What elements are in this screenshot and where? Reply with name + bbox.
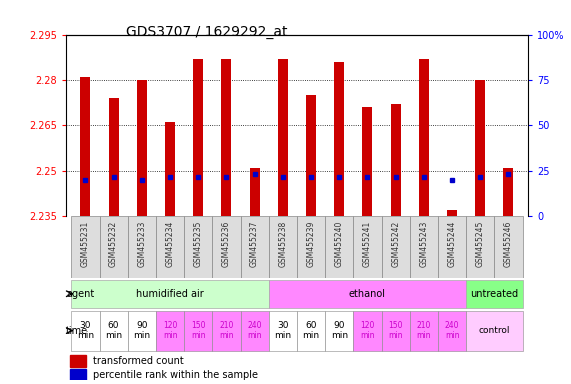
- Bar: [325, 216, 353, 278]
- Text: 30
min: 30 min: [274, 321, 291, 340]
- Text: GSM455243: GSM455243: [419, 221, 428, 267]
- Bar: [438, 311, 466, 351]
- Text: GSM455246: GSM455246: [504, 221, 513, 267]
- Text: 60
min: 60 min: [105, 321, 122, 340]
- Bar: [222, 59, 231, 216]
- Bar: [438, 216, 466, 278]
- Text: 90
min: 90 min: [331, 321, 348, 340]
- Bar: [212, 311, 240, 351]
- Bar: [137, 80, 147, 216]
- Bar: [71, 311, 99, 351]
- Text: GSM455237: GSM455237: [250, 221, 259, 267]
- Bar: [269, 216, 297, 278]
- Bar: [184, 216, 212, 278]
- Bar: [269, 280, 466, 308]
- Bar: [212, 216, 240, 278]
- Bar: [278, 59, 288, 216]
- Bar: [71, 280, 269, 308]
- Bar: [353, 311, 381, 351]
- Bar: [193, 59, 203, 216]
- Bar: [353, 216, 381, 278]
- Bar: [334, 62, 344, 216]
- Bar: [297, 216, 325, 278]
- Bar: [466, 280, 522, 308]
- Bar: [306, 95, 316, 216]
- Text: GSM455234: GSM455234: [166, 221, 175, 267]
- Text: untreated: untreated: [471, 289, 518, 299]
- Text: GSM455239: GSM455239: [307, 221, 316, 267]
- Bar: [128, 216, 156, 278]
- Bar: [184, 311, 212, 351]
- Bar: [447, 210, 457, 216]
- Bar: [381, 216, 410, 278]
- Text: 210
min: 210 min: [417, 321, 431, 340]
- Text: 120
min: 120 min: [360, 321, 375, 340]
- Bar: [99, 311, 128, 351]
- Bar: [504, 167, 513, 216]
- Bar: [71, 216, 99, 278]
- Text: GSM455245: GSM455245: [476, 221, 485, 267]
- Text: 60
min: 60 min: [303, 321, 320, 340]
- Bar: [381, 311, 410, 351]
- Text: GSM455236: GSM455236: [222, 221, 231, 267]
- Text: 120
min: 120 min: [163, 321, 177, 340]
- Text: humidified air: humidified air: [136, 289, 204, 299]
- Bar: [363, 107, 372, 216]
- Text: GSM455232: GSM455232: [109, 221, 118, 267]
- Bar: [70, 369, 86, 382]
- Bar: [250, 167, 260, 216]
- Text: ethanol: ethanol: [349, 289, 386, 299]
- Bar: [240, 216, 269, 278]
- Text: transformed count: transformed count: [94, 356, 184, 366]
- Text: GSM455242: GSM455242: [391, 221, 400, 267]
- Bar: [156, 216, 184, 278]
- Bar: [410, 216, 438, 278]
- Bar: [240, 311, 269, 351]
- Bar: [165, 122, 175, 216]
- Bar: [108, 98, 119, 216]
- Bar: [419, 59, 429, 216]
- Text: time: time: [66, 326, 89, 336]
- Text: 150
min: 150 min: [191, 321, 206, 340]
- Text: 90
min: 90 min: [133, 321, 150, 340]
- Text: 150
min: 150 min: [388, 321, 403, 340]
- Text: 240
min: 240 min: [445, 321, 459, 340]
- Text: GSM455233: GSM455233: [137, 221, 146, 267]
- Bar: [391, 104, 401, 216]
- Text: 240
min: 240 min: [247, 321, 262, 340]
- Bar: [269, 311, 297, 351]
- Text: percentile rank within the sample: percentile rank within the sample: [94, 370, 259, 380]
- Bar: [70, 355, 86, 367]
- Bar: [494, 216, 522, 278]
- Bar: [156, 311, 184, 351]
- Bar: [466, 216, 494, 278]
- Text: control: control: [478, 326, 510, 335]
- Bar: [410, 311, 438, 351]
- Text: GSM455238: GSM455238: [278, 221, 287, 267]
- Text: GSM455241: GSM455241: [363, 221, 372, 267]
- Bar: [325, 311, 353, 351]
- Text: agent: agent: [66, 289, 94, 299]
- Bar: [466, 311, 522, 351]
- Bar: [128, 311, 156, 351]
- Text: GSM455240: GSM455240: [335, 221, 344, 267]
- Bar: [81, 77, 90, 216]
- Text: 210
min: 210 min: [219, 321, 234, 340]
- Text: GDS3707 / 1629292_at: GDS3707 / 1629292_at: [126, 25, 287, 39]
- Text: 30
min: 30 min: [77, 321, 94, 340]
- Text: GSM455235: GSM455235: [194, 221, 203, 267]
- Bar: [475, 80, 485, 216]
- Text: GSM455244: GSM455244: [448, 221, 457, 267]
- Text: GSM455231: GSM455231: [81, 221, 90, 267]
- Bar: [297, 311, 325, 351]
- Bar: [99, 216, 128, 278]
